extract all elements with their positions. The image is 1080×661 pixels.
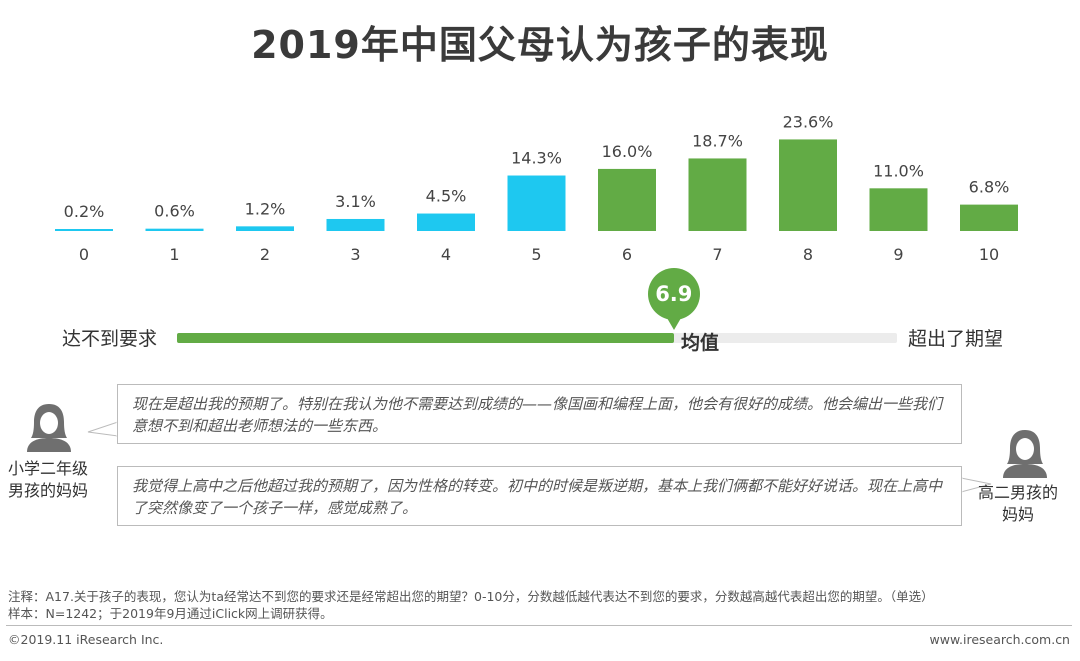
left-person-line1: 小学二年级 [7, 459, 88, 478]
footer-divider [6, 625, 1072, 626]
note-question: 注释：A17.关于孩子的表现，您认为ta经常达不到您的要求还是经常超出您的期望？… [8, 589, 934, 604]
copyright-text: ©2019.11 iResearch Inc. [8, 632, 164, 647]
value-label-8: 23.6% [783, 112, 834, 131]
bar-5 [507, 175, 566, 231]
category-label-1: 1 [169, 245, 179, 264]
bar-2 [236, 226, 294, 231]
value-label-7: 18.7% [692, 131, 743, 150]
right-person-line1: 高二男孩的 [977, 483, 1058, 502]
value-label-1: 0.6% [154, 202, 195, 221]
category-label-3: 3 [350, 245, 360, 264]
category-label-0: 0 [79, 245, 89, 264]
value-label-5: 14.3% [511, 149, 562, 168]
bar-8 [779, 139, 837, 231]
value-label-2: 1.2% [245, 199, 286, 218]
mother-avatar-icon [27, 404, 71, 452]
note-sample: 样本：N=1242；于2019年9月通过iClick网上调研获得。 [8, 606, 333, 621]
scale-left-label: 达不到要求 [62, 328, 158, 350]
left-person-line2: 男孩的妈妈 [7, 481, 88, 500]
value-label-10: 6.8% [969, 178, 1010, 197]
chart-title: 2019年中国父母认为孩子的表现 [251, 23, 829, 67]
website-text: www.iresearch.com.cn [929, 632, 1071, 647]
bar-chart: 0.2% 0 0.6% 1 1.2% 2 3.1% 3 4.5% 4 14.3% 5 16.0% 6 18.… [55, 112, 1018, 264]
bar-4 [417, 213, 475, 231]
quote-box-1: 现在是超出我的预期了。特别在我认为他不需要达到成绩的——像国画和编程上面，他会有… [117, 384, 962, 444]
left-person-label: 小学二年级 男孩的妈妈 [0, 458, 96, 502]
bar-1 [145, 228, 204, 231]
value-label-6: 16.0% [602, 142, 653, 161]
mother-avatar-icon [1003, 430, 1047, 478]
bar-10 [960, 204, 1018, 231]
quote-pointer-left [87, 421, 118, 437]
category-label-9: 9 [893, 245, 903, 264]
scale-mid-label: 均值 [681, 332, 720, 354]
category-label-6: 6 [622, 245, 632, 264]
value-label-0: 0.2% [64, 202, 105, 221]
category-label-2: 2 [260, 245, 270, 264]
bar-0 [55, 229, 113, 231]
bar-3 [326, 218, 385, 231]
bar-9 [869, 188, 928, 231]
category-label-4: 4 [441, 245, 451, 264]
mean-scale-fill [177, 333, 674, 343]
value-label-9: 11.0% [873, 161, 924, 180]
value-label-3: 3.1% [335, 192, 376, 211]
category-label-8: 8 [803, 245, 813, 264]
quote-box-2: 我觉得上高中之后他超过我的预期了，因为性格的转变。初中的时候是叛逆期，基本上我们… [117, 466, 962, 526]
right-person-line2: 妈妈 [1001, 505, 1034, 524]
category-label-7: 7 [712, 245, 722, 264]
category-label-5: 5 [531, 245, 541, 264]
category-label-10: 10 [979, 245, 999, 264]
scale-right-label: 超出了期望 [908, 328, 1004, 350]
mean-scale-track [177, 333, 897, 343]
bar-6 [598, 168, 656, 231]
bar-7 [688, 158, 747, 231]
value-label-4: 4.5% [426, 187, 467, 206]
mean-value-marker: 6.9 [647, 268, 700, 330]
right-person-label: 高二男孩的 妈妈 [966, 482, 1070, 526]
